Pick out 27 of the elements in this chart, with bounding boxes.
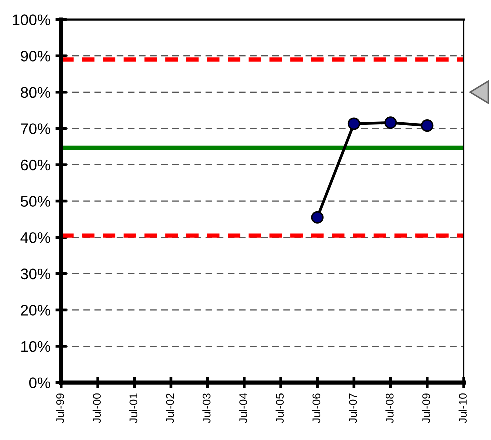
x-tick-label: Jul-04 — [239, 394, 248, 424]
x-tick-label: Jul-02 — [166, 394, 174, 424]
y-tick-label: 40% — [20, 232, 50, 244]
point — [421, 120, 434, 132]
x-tick-label: Jul-07 — [348, 394, 358, 424]
x-tick-label: Jul-99 — [56, 394, 64, 424]
point — [348, 118, 360, 130]
y-tick-label: 60% — [21, 160, 50, 171]
y-tick-label: 90% — [21, 50, 50, 62]
x-tick-label: Jul-09 — [422, 394, 430, 424]
x-tick-label: Jul-08 — [386, 394, 394, 424]
y-tick-label: 80% — [21, 87, 50, 98]
point — [311, 211, 324, 224]
x-tick-label: Jul-00 — [92, 394, 102, 424]
x-tick-label: Jul-03 — [202, 394, 211, 424]
y-tick-label: 0% — [29, 378, 50, 388]
x-tick-label: Jul-06 — [312, 394, 321, 424]
y-tick-label: 100% — [13, 14, 50, 26]
y-tick-label: 30% — [20, 268, 50, 280]
x-tick-label: Jul-01 — [129, 394, 138, 424]
y-tick-label: 50% — [20, 196, 50, 207]
y-tick-label: 70% — [21, 124, 50, 134]
x-tick-label: Jul-10 — [458, 394, 467, 424]
y-tick-label: 20% — [21, 305, 50, 316]
y-tick-label: 10% — [22, 341, 50, 352]
x-tick-label: Jul-05 — [276, 394, 284, 424]
point — [384, 116, 398, 130]
